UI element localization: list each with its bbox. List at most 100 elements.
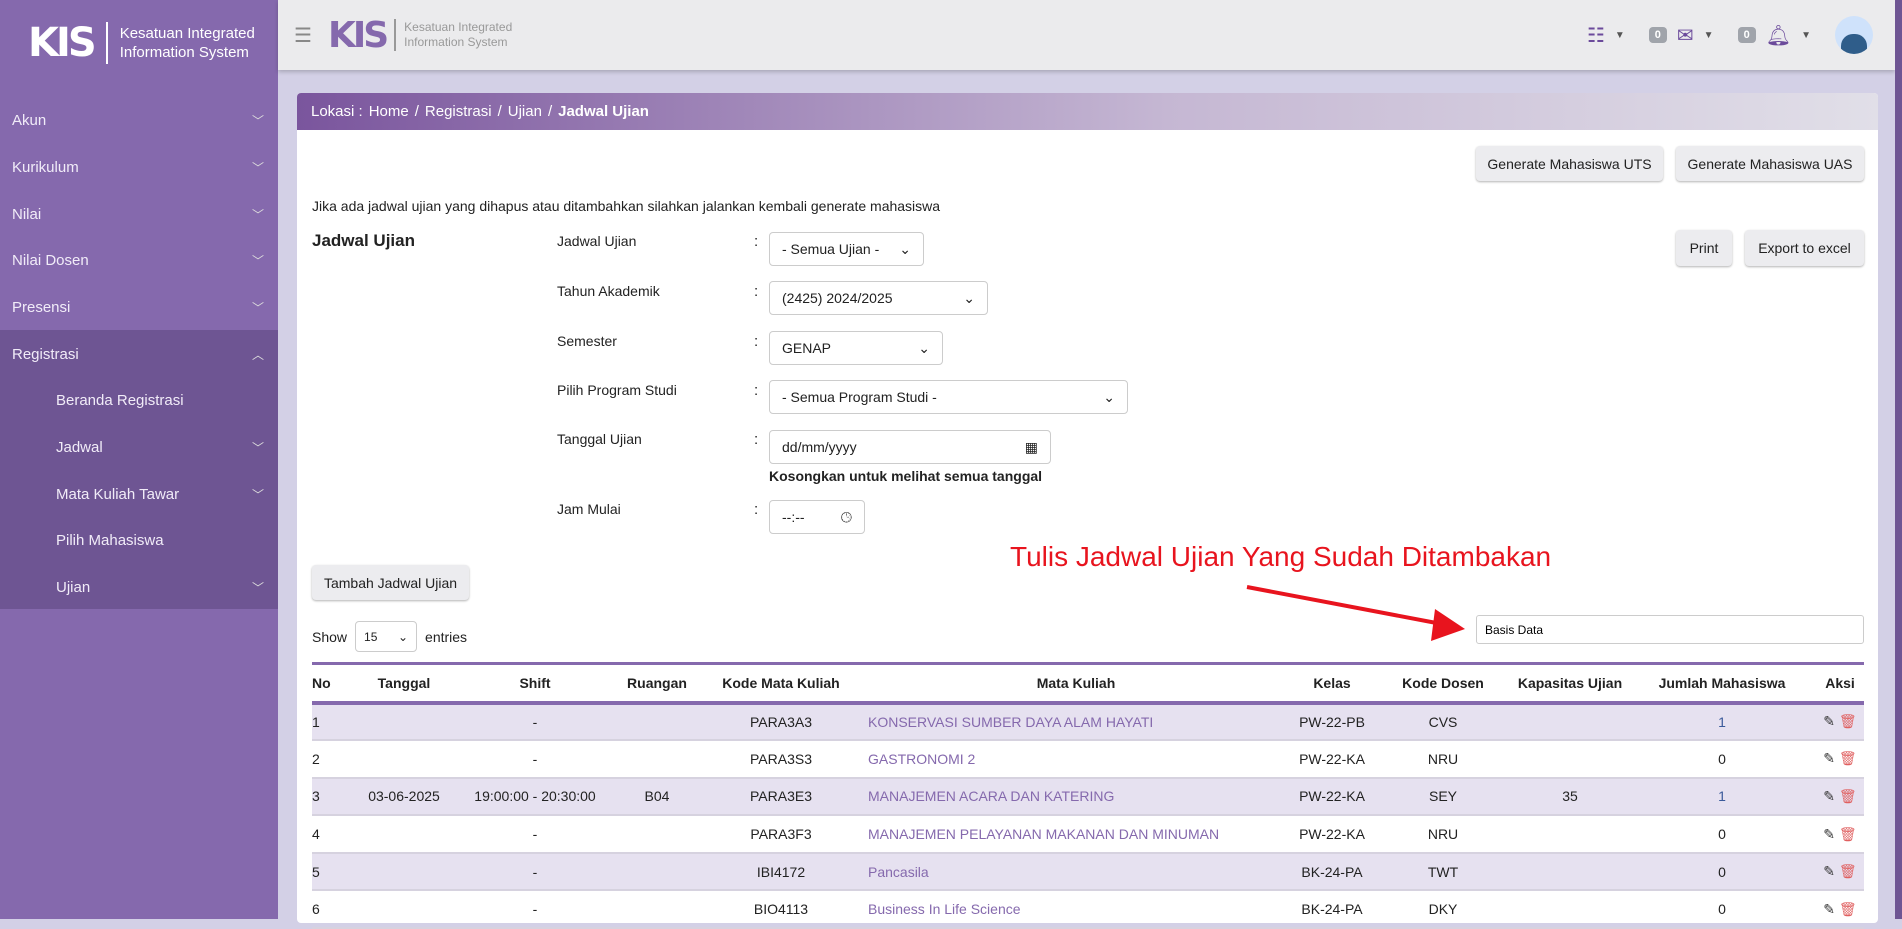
edit-pencil-icon[interactable]: ✎	[1823, 863, 1836, 880]
colon: :	[754, 283, 759, 300]
calendar-icon[interactable]: ▦	[1024, 438, 1038, 455]
jam-label: Jam Mulai	[557, 501, 621, 517]
sidebar-item-label: Beranda Registrasi	[56, 392, 184, 409]
semester-select[interactable]: GENAP ⌄	[769, 331, 943, 365]
row-kode-dosen: NRU	[1374, 815, 1512, 854]
row-mata-kuliah[interactable]: MANAJEMEN ACARA DAN KATERING	[862, 777, 1290, 817]
edit-pencil-icon[interactable]: ✎	[1823, 825, 1836, 842]
edit-pencil-icon[interactable]: ✎	[1823, 787, 1836, 804]
column-header[interactable]: Kapasitas Ujian	[1512, 662, 1628, 705]
sidebar-item-beranda-registrasi[interactable]: Beranda Registrasi	[0, 377, 278, 424]
breadcrumb-registrasi[interactable]: Registrasi	[424, 103, 492, 120]
column-header[interactable]: Kode Mata Kuliah	[700, 662, 862, 705]
topbar-logo[interactable]: KIS Kesatuan Integrated Information Syste…	[328, 15, 512, 56]
chevron-down-icon: ﹀	[251, 488, 264, 502]
edit-pencil-icon[interactable]: ✎	[1823, 900, 1836, 917]
clock-icon[interactable]: 🕒︎	[840, 508, 852, 525]
row-actions: ✎ 🗑︎	[1816, 852, 1864, 892]
avatar[interactable]	[1835, 16, 1873, 54]
sidebar-item-registrasi[interactable]: Registrasi ︿	[0, 331, 278, 378]
tambah-jadwal-button[interactable]: Tambah Jadwal Ujian	[312, 565, 469, 600]
sidebar-item-ujian[interactable]: Ujian ﹀	[0, 564, 278, 611]
column-header[interactable]: Kelas	[1290, 662, 1374, 705]
sidebar-item-mata-kuliah-tawar[interactable]: Mata Kuliah Tawar ﹀	[0, 471, 278, 518]
column-header[interactable]: Aksi	[1816, 662, 1864, 705]
breadcrumb-ujian[interactable]: Ujian	[507, 103, 542, 120]
delete-trash-icon[interactable]: 🗑︎	[1838, 825, 1857, 842]
caret-down-icon[interactable]: ▼	[1614, 29, 1625, 41]
column-header[interactable]: Jumlah Mahasiswa	[1628, 662, 1816, 705]
row-mata-kuliah[interactable]: Business In Life Science	[862, 890, 1290, 929]
delete-trash-icon[interactable]: 🗑︎	[1838, 787, 1857, 804]
export-excel-button[interactable]: Export to excel	[1745, 230, 1864, 266]
kis-logo: KIS	[28, 20, 97, 66]
row-kelas: PW-22-KA	[1290, 815, 1374, 854]
sidebar-item-label: Presensi	[12, 299, 71, 316]
caret-down-icon[interactable]: ▼	[1801, 29, 1811, 41]
generate-uts-button[interactable]: Generate Mahasiswa UTS	[1476, 146, 1663, 181]
column-header[interactable]: Mata Kuliah	[862, 662, 1290, 705]
row-mata-kuliah[interactable]: Pancasila	[862, 852, 1290, 892]
entries-select[interactable]: 15 ⌄	[355, 621, 418, 652]
row-shift: 19:00:00 - 20:30:00	[456, 777, 614, 817]
column-header[interactable]: Ruangan	[614, 662, 700, 705]
delete-trash-icon[interactable]: 🗑︎	[1838, 900, 1857, 917]
hamburger-menu-icon[interactable]: ☰	[294, 24, 312, 47]
table-row: 3 03-06-2025 19:00:00 - 20:30:00 B04 PARA3E3…	[312, 777, 1864, 817]
column-header[interactable]: Shift	[456, 662, 614, 705]
row-tanggal	[352, 852, 456, 892]
sidebar-logo[interactable]: KIS Kesatuan Integrated Information Syste…	[0, 0, 278, 86]
table-search-input[interactable]	[1476, 615, 1864, 644]
row-kode-mk: IBI4172	[700, 852, 862, 892]
tahun-select[interactable]: (2425) 2024/2025 ⌄	[769, 281, 988, 315]
sidebar: KIS Kesatuan Integrated Information Syste…	[0, 0, 278, 919]
column-header[interactable]: Kode Dosen	[1374, 662, 1512, 705]
print-button[interactable]: Print	[1676, 230, 1732, 266]
sidebar-item-presensi[interactable]: Presensi ﹀	[0, 284, 278, 331]
prodi-select[interactable]: - Semua Program Studi - ⌄	[769, 380, 1128, 414]
row-mata-kuliah[interactable]: MANAJEMEN PELAYANAN MAKANAN DAN MINUMAN	[862, 815, 1290, 854]
delete-trash-icon[interactable]: 🗑︎	[1838, 750, 1857, 767]
sidebar-item-kurikulum[interactable]: Kurikulum ﹀	[0, 144, 278, 191]
row-kapasitas	[1512, 815, 1628, 854]
tanggal-date-input[interactable]: dd/mm/yyyy ▦	[769, 430, 1051, 464]
annotation-text: Tulis Jadwal Ujian Yang Sudah Ditambakan	[1010, 541, 1552, 572]
row-shift: -	[456, 740, 614, 779]
edit-pencil-icon[interactable]: ✎	[1823, 713, 1836, 730]
sidebar-item-nilai[interactable]: Nilai ﹀	[0, 191, 278, 238]
chevron-down-icon: ﹀	[251, 208, 264, 222]
jam-time-input[interactable]: --:-- 🕒︎	[769, 500, 865, 534]
jadwal-table: No Tanggal Shift Ruangan Kode Mata Kuliah Mat…	[312, 662, 1864, 929]
bell-icon[interactable]: 🔔︎	[1765, 24, 1792, 47]
delete-trash-icon[interactable]: 🗑︎	[1838, 863, 1857, 880]
sidebar-item-nilai-dosen[interactable]: Nilai Dosen ﹀	[0, 237, 278, 284]
sidebar-item-pilih-mahasiswa[interactable]: Pilih Mahasiswa	[0, 517, 278, 564]
jadwal-select[interactable]: - Semua Ujian - ⌄	[769, 232, 924, 266]
breadcrumb-home[interactable]: Home	[368, 103, 409, 120]
brand-line1: Kesatuan Integrated	[119, 25, 255, 42]
column-header[interactable]: Tanggal	[352, 662, 456, 705]
edit-pencil-icon[interactable]: ✎	[1823, 750, 1836, 767]
logo-divider	[394, 19, 397, 51]
row-tanggal	[352, 890, 456, 929]
generate-uas-button[interactable]: Generate Mahasiswa UAS	[1676, 146, 1864, 181]
row-mata-kuliah[interactable]: KONSERVASI SUMBER DAYA ALAM HAYATI	[862, 702, 1290, 742]
jam-placeholder: --:--	[782, 509, 805, 525]
row-mata-kuliah[interactable]: GASTRONOMI 2	[862, 740, 1290, 779]
row-kode-mk: PARA3S3	[700, 740, 862, 779]
envelope-icon[interactable]: ✉	[1676, 24, 1694, 47]
row-ruangan	[614, 740, 700, 779]
delete-trash-icon[interactable]: 🗑︎	[1838, 713, 1857, 730]
page-scrollbar[interactable]	[1895, 0, 1902, 919]
sidebar-item-akun[interactable]: Akun ﹀	[0, 97, 278, 144]
row-no: 1	[312, 702, 352, 742]
row-ruangan	[614, 702, 700, 742]
row-shift: -	[456, 815, 614, 854]
list-menu-icon[interactable]: ☷	[1586, 24, 1605, 47]
colon: :	[754, 333, 759, 350]
sidebar-item-jadwal[interactable]: Jadwal ﹀	[0, 424, 278, 471]
caret-down-icon[interactable]: ▼	[1703, 29, 1714, 41]
column-header[interactable]: No	[312, 662, 352, 705]
sidebar-item-label: Pilih Mahasiswa	[56, 532, 164, 549]
row-actions: ✎ 🗑︎	[1816, 777, 1864, 817]
